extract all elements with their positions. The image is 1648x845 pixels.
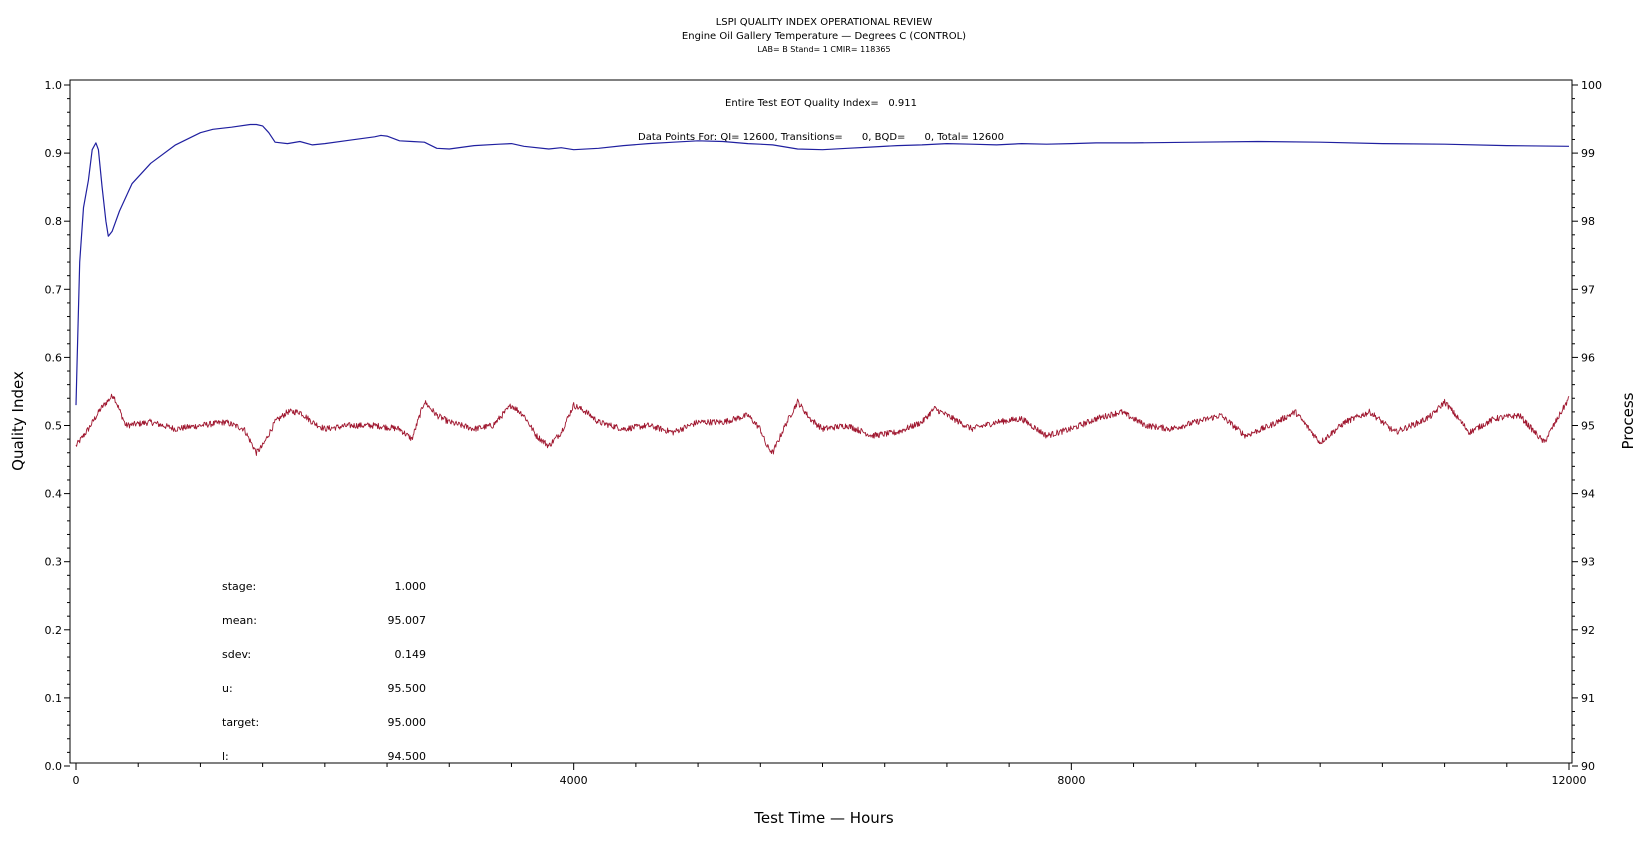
- left-tick-label: 0.5: [45, 420, 63, 433]
- left-axis-title: Quality Index: [9, 371, 27, 471]
- right-tick-label: 94: [1581, 488, 1595, 501]
- bottom-axis: 0 4000 8000 12000: [73, 763, 1587, 787]
- stat-label: sdev:: [222, 648, 251, 661]
- x-tick-label: 8000: [1057, 774, 1085, 787]
- stat-value: 0.149: [395, 648, 427, 661]
- right-axis-title: Process: [1619, 392, 1637, 449]
- right-tick-label: 92: [1581, 624, 1595, 637]
- plot-frame: [69, 79, 1573, 764]
- right-axis: 90 91 92 93 94 95 96 97 98 99 100: [1572, 79, 1602, 773]
- x-tick-label: 12000: [1552, 774, 1587, 787]
- left-axis: 0.0 0.1 0.2 0.3 0.4 0.5 0.6 0.7 0.8 0.9 1.0: [45, 79, 70, 773]
- data-points-annotation: Data Points For: QI= 12600, Transitions=…: [638, 132, 1004, 143]
- x-tick-label: 0: [73, 774, 80, 787]
- left-tick-label: 0.8: [45, 215, 63, 228]
- quality-index-annotation: Entire Test EOT Quality Index= 0.911: [725, 98, 917, 109]
- right-tick-label: 96: [1581, 351, 1595, 364]
- left-tick-label: 0.2: [45, 624, 63, 637]
- left-tick-label: 0.9: [45, 147, 63, 160]
- stats-table: stage: 1.000 mean: 95.007 sdev: 0.149 u: 95.500…: [222, 580, 426, 763]
- left-tick-label: 0.6: [45, 351, 63, 364]
- quality-index-series-line: [75, 123, 1570, 406]
- series-layer: [75, 123, 1570, 456]
- process-series-line: [75, 393, 1570, 456]
- chart-title: LSPI QUALITY INDEX OPERATIONAL REVIEW: [716, 17, 933, 28]
- stat-value: 95.000: [388, 716, 427, 729]
- x-tick-label: 4000: [560, 774, 588, 787]
- right-tick-label: 100: [1581, 79, 1602, 92]
- left-tick-label: 0.3: [45, 556, 63, 569]
- left-tick-label: 0.4: [45, 488, 63, 501]
- stat-label: stage:: [222, 580, 256, 593]
- left-tick-label: 0.7: [45, 283, 63, 296]
- stat-label: mean:: [222, 614, 257, 627]
- x-axis-title: Test Time — Hours: [753, 809, 894, 827]
- left-tick-label: 0.1: [45, 692, 63, 705]
- stat-label: l:: [222, 750, 229, 763]
- chart-test-info: LAB= B Stand= 1 CMIR= 118365: [757, 45, 890, 54]
- right-tick-label: 90: [1581, 760, 1595, 773]
- right-tick-label: 99: [1581, 147, 1595, 160]
- stat-value: 94.500: [388, 750, 427, 763]
- right-tick-label: 95: [1581, 420, 1595, 433]
- left-tick-label: 0.0: [45, 760, 63, 773]
- right-tick-label: 91: [1581, 692, 1595, 705]
- stat-value: 1.000: [395, 580, 427, 593]
- stat-label: u:: [222, 682, 233, 695]
- stat-value: 95.500: [388, 682, 427, 695]
- right-tick-label: 93: [1581, 556, 1595, 569]
- right-tick-label: 97: [1581, 283, 1595, 296]
- right-tick-label: 98: [1581, 215, 1595, 228]
- left-tick-label: 1.0: [45, 79, 63, 92]
- chart-subtitle: Engine Oil Gallery Temperature — Degrees…: [682, 31, 966, 42]
- stat-label: target:: [222, 716, 259, 729]
- stat-value: 95.007: [388, 614, 427, 627]
